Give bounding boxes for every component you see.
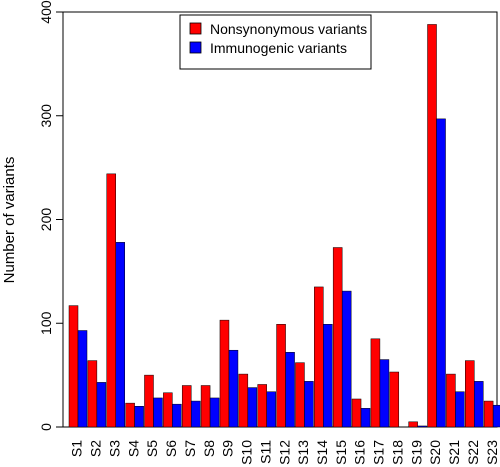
bar-nonsynonymous-S5 bbox=[144, 374, 154, 428]
bar-immunogenic-S2 bbox=[96, 382, 107, 428]
x-tick-label-S20: S20 bbox=[427, 440, 443, 465]
bar-immunogenic-S5 bbox=[153, 397, 163, 428]
bar-immunogenic-S4 bbox=[134, 406, 144, 428]
x-tick-label-S3: S3 bbox=[106, 440, 122, 457]
x-tick-label-S14: S14 bbox=[314, 440, 330, 465]
legend-label-immunogenic: Immunogenic variants bbox=[210, 40, 347, 56]
bar-nonsynonymous-S13 bbox=[295, 362, 305, 428]
bar-immunogenic-S11 bbox=[266, 391, 276, 428]
bar-nonsynonymous-S16 bbox=[351, 398, 362, 428]
x-tick-label-S23: S23 bbox=[484, 440, 500, 465]
bar-immunogenic-S23 bbox=[492, 404, 500, 428]
y-tick-labels: 0 100 200 300 400 bbox=[38, 0, 63, 431]
bar-nonsynonymous-S20 bbox=[427, 24, 437, 428]
x-tick-label-S11: S11 bbox=[257, 440, 273, 464]
legend-box bbox=[179, 14, 372, 70]
bar-nonsynonymous-S14 bbox=[314, 286, 324, 428]
y-tick-label: 400 bbox=[38, 0, 54, 24]
bar-immunogenic-S7 bbox=[190, 400, 201, 428]
bar-nonsynonymous-S17 bbox=[370, 338, 381, 428]
x-tick-label-S16: S16 bbox=[352, 440, 368, 465]
x-tick-label-S19: S19 bbox=[408, 440, 424, 465]
x-tick-label-S9: S9 bbox=[220, 440, 236, 457]
bar-immunogenic-S22 bbox=[474, 381, 484, 428]
bar-immunogenic-S6 bbox=[172, 403, 182, 428]
bar-immunogenic-S14 bbox=[323, 324, 333, 428]
x-tick-label-S12: S12 bbox=[276, 440, 292, 465]
x-tick-label-S5: S5 bbox=[144, 440, 160, 457]
y-axis-title: Number of variants bbox=[1, 157, 18, 284]
bars bbox=[68, 24, 500, 428]
x-tick-label-S18: S18 bbox=[389, 440, 405, 465]
x-tick-label-S10: S10 bbox=[239, 440, 255, 465]
x-tick-label-S4: S4 bbox=[125, 440, 141, 457]
bar-nonsynonymous-S2 bbox=[87, 360, 98, 428]
bar-nonsynonymous-S21 bbox=[446, 373, 456, 428]
x-tick-label-S2: S2 bbox=[88, 440, 104, 457]
x-tick-label-S7: S7 bbox=[182, 440, 198, 457]
y-tick-label: 300 bbox=[38, 104, 54, 128]
bar-nonsynonymous-S12 bbox=[276, 324, 286, 428]
bar-immunogenic-S13 bbox=[304, 381, 314, 428]
bar-immunogenic-S17 bbox=[379, 359, 390, 428]
x-tick-labels: S1 S2 S3 S4 S5 S6 S7 S8 S9 S10 S11 S12 S13 S14 S15 S16 S… bbox=[69, 440, 500, 465]
bar-nonsynonymous-S9 bbox=[219, 319, 230, 428]
bar-nonsynonymous-S6 bbox=[163, 392, 173, 428]
y-tick-label: 100 bbox=[38, 311, 54, 335]
bar-nonsynonymous-S1 bbox=[68, 305, 79, 428]
legend: Nonsynonymous variants Immunogenic varia… bbox=[179, 14, 372, 70]
bar-immunogenic-S1 bbox=[77, 330, 88, 428]
x-tick-label-S13: S13 bbox=[295, 440, 311, 465]
legend-swatch-nonsynonymous bbox=[189, 22, 202, 35]
bar-nonsynonymous-S22 bbox=[465, 360, 475, 428]
y-tick-label: 200 bbox=[38, 208, 54, 232]
x-tick-label-S15: S15 bbox=[333, 440, 349, 465]
x-tick-label-S17: S17 bbox=[371, 440, 387, 465]
x-tick-label-S8: S8 bbox=[201, 440, 217, 457]
x-tick-label-S1: S1 bbox=[69, 440, 85, 457]
bar-nonsynonymous-S18 bbox=[389, 371, 400, 428]
bar-nonsynonymous-S15 bbox=[332, 247, 343, 428]
x-tick-label-S6: S6 bbox=[163, 440, 179, 457]
bar-immunogenic-S21 bbox=[455, 391, 465, 428]
bar-nonsynonymous-S10 bbox=[238, 373, 249, 428]
bar-nonsynonymous-S3 bbox=[106, 173, 116, 428]
bar-immunogenic-S8 bbox=[209, 397, 220, 428]
bar-immunogenic-S15 bbox=[341, 290, 352, 428]
legend-swatch-immunogenic bbox=[189, 41, 202, 54]
bar-nonsynonymous-S4 bbox=[125, 402, 135, 428]
bar-nonsynonymous-S7 bbox=[181, 385, 192, 428]
x-tick-label-S22: S22 bbox=[465, 440, 481, 465]
bar-immunogenic-S10 bbox=[247, 387, 258, 428]
bar-nonsynonymous-S23 bbox=[483, 400, 494, 428]
bar-nonsynonymous-S19 bbox=[408, 421, 418, 428]
bar-immunogenic-S3 bbox=[115, 242, 125, 428]
bar-immunogenic-S19 bbox=[417, 425, 427, 428]
y-tick-label: 0 bbox=[38, 423, 54, 431]
bar-immunogenic-S12 bbox=[285, 352, 295, 428]
bar-nonsynonymous-S11 bbox=[257, 384, 267, 428]
bar-immunogenic-S20 bbox=[436, 118, 446, 428]
bar-immunogenic-S16 bbox=[360, 408, 371, 428]
legend-label-nonsynonymous: Nonsynonymous variants bbox=[210, 21, 367, 37]
bar-immunogenic-S9 bbox=[228, 349, 239, 428]
bar-nonsynonymous-S8 bbox=[200, 385, 211, 428]
x-tick-label-S21: S21 bbox=[446, 440, 462, 465]
